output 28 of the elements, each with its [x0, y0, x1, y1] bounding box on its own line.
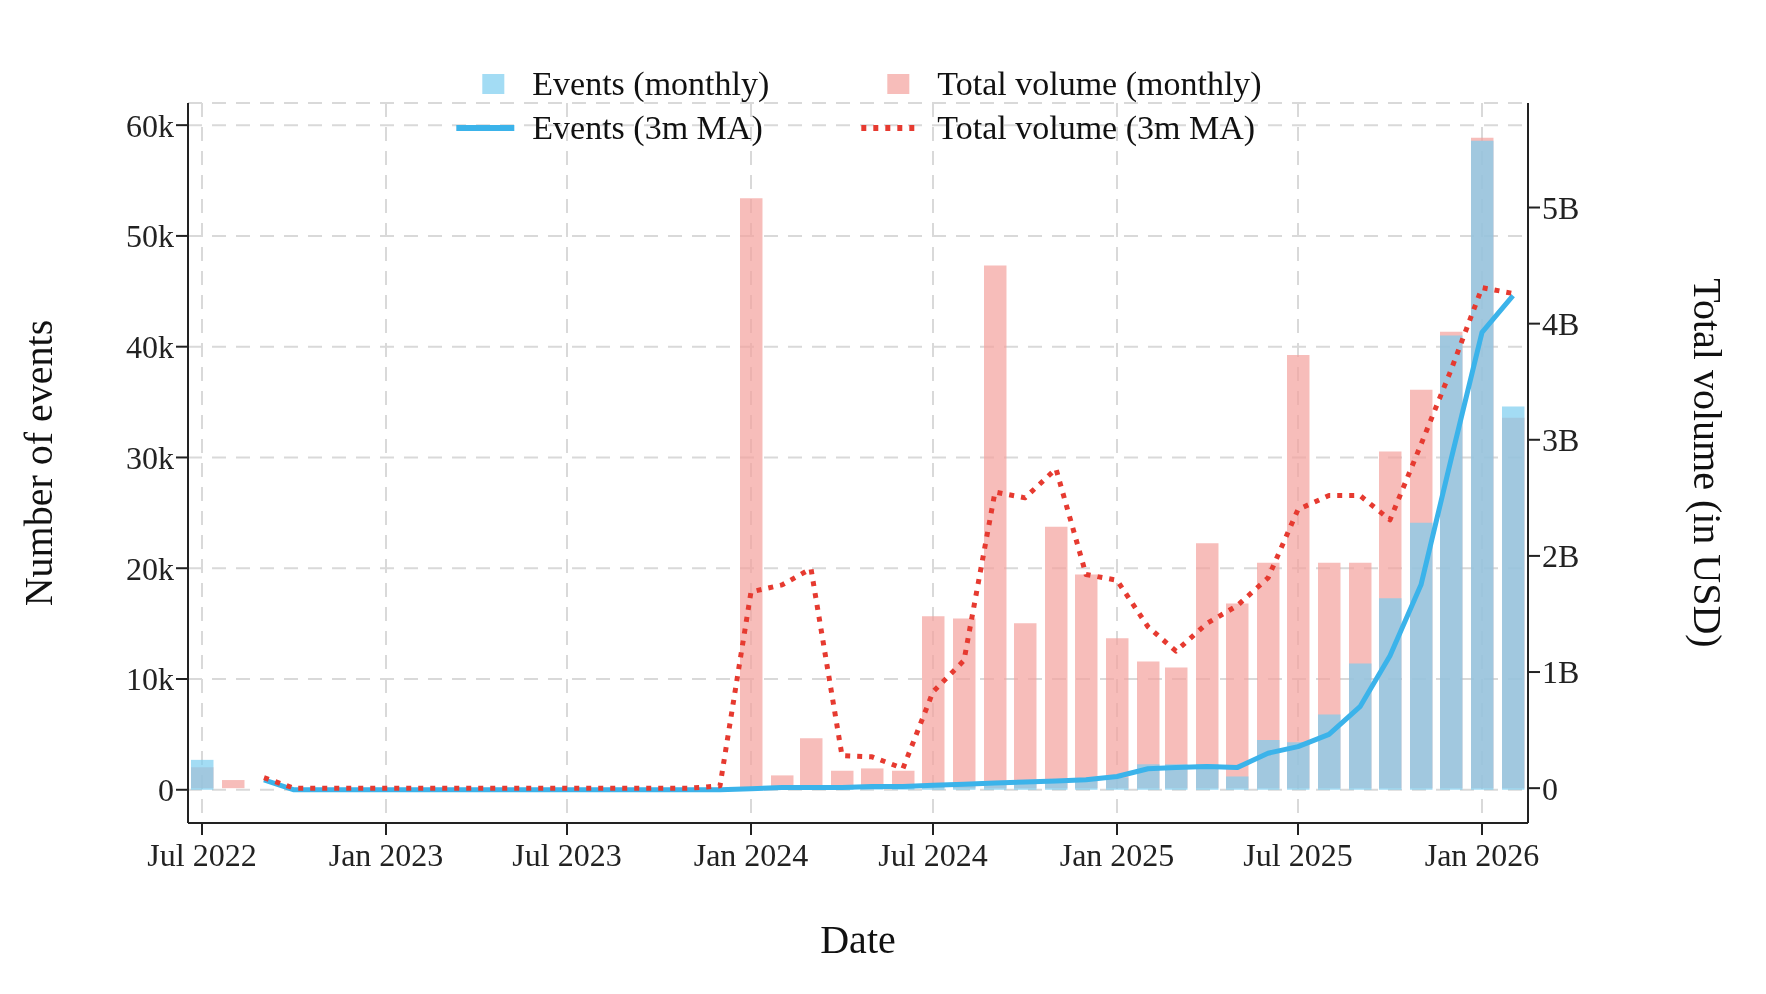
- legend-label: Events (monthly): [532, 65, 770, 103]
- y2-tick-label: 3B: [1542, 422, 1580, 459]
- y-tick-label: 60k: [126, 107, 174, 144]
- y2-tick-label: 2B: [1542, 538, 1580, 575]
- y2-tick-label: 0: [1542, 770, 1558, 807]
- x-tick-label: Jan 2023: [328, 836, 444, 873]
- x-tick-label: Jan 2024: [693, 836, 809, 873]
- legend-label: Events (3m MA): [532, 109, 763, 147]
- x-tick-label: Jul 2023: [512, 836, 622, 873]
- y-tick-label: 30k: [126, 439, 174, 476]
- y-tick-label: 40k: [126, 329, 174, 366]
- x-tick-label: Jul 2024: [878, 836, 988, 873]
- y2-axis-title: Total volume (in USD): [1684, 278, 1730, 648]
- x-tick-label: Jul 2025: [1243, 836, 1353, 873]
- x-tick-label: Jul 2022: [147, 836, 257, 873]
- y-tick-label: 10k: [126, 661, 174, 698]
- y-axis-title: Number of events: [16, 319, 62, 607]
- legend-label: Total volume (3m MA): [937, 109, 1256, 147]
- legend-label: Total volume (monthly): [937, 65, 1262, 103]
- x-axis-title: Date: [820, 917, 896, 962]
- y2-tick-label: 4B: [1542, 306, 1580, 343]
- y-tick-label: 0: [158, 772, 174, 809]
- y2-tick-label: 5B: [1542, 189, 1580, 226]
- x-tick-label: Jan 2025: [1059, 836, 1175, 873]
- y-tick-label: 20k: [126, 550, 174, 587]
- y2-tick-label: 1B: [1542, 654, 1580, 691]
- y-tick-label: 50k: [126, 218, 174, 255]
- x-tick-label: Jan 2026: [1424, 836, 1540, 873]
